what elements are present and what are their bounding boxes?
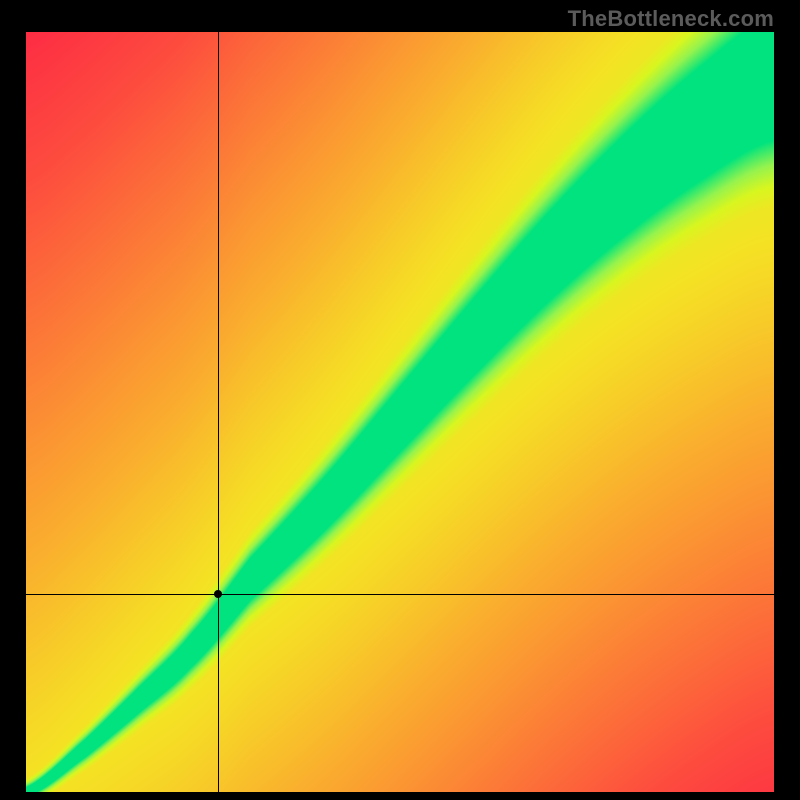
chart-container: TheBottleneck.com xyxy=(0,0,800,800)
heatmap-canvas xyxy=(26,32,774,792)
crosshair-vertical xyxy=(218,32,219,792)
watermark-text: TheBottleneck.com xyxy=(568,6,774,32)
heatmap-plot xyxy=(26,32,774,792)
crosshair-horizontal xyxy=(26,594,774,595)
marker-dot xyxy=(214,590,222,598)
